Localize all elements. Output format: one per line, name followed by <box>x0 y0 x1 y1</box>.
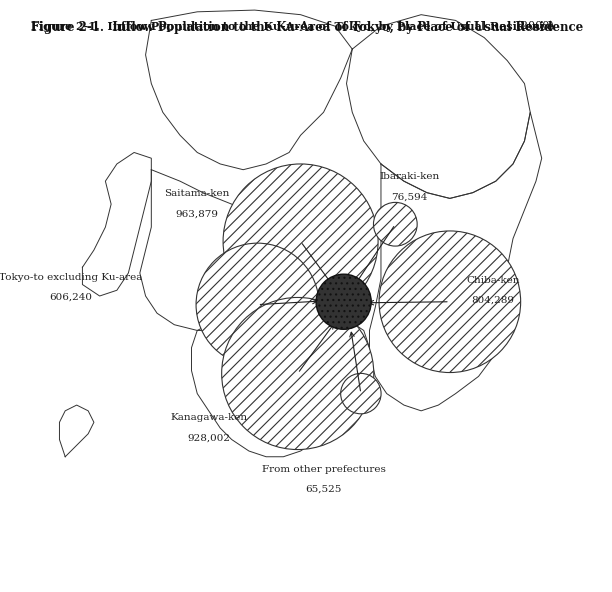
Text: Saitama-ken: Saitama-ken <box>165 189 230 198</box>
Text: Chiba-ken: Chiba-ken <box>466 275 520 285</box>
Circle shape <box>222 297 374 449</box>
Text: 65,525: 65,525 <box>305 485 341 494</box>
Text: Figure 2-1.  Inflow Population to the Ku-Area of Tokyo, by Place of Usual Reside: Figure 2-1. Inflow Population to the Ku-… <box>31 21 554 32</box>
Text: 928,002: 928,002 <box>187 433 230 442</box>
Text: Tokyo-to excluding Ku-area: Tokyo-to excluding Ku-area <box>0 273 143 282</box>
Text: (2000): (2000) <box>513 21 554 31</box>
Circle shape <box>341 374 381 414</box>
Text: 804,289: 804,289 <box>471 295 515 305</box>
Text: 606,240: 606,240 <box>50 292 92 302</box>
Text: Ibaraki-ken: Ibaraki-ken <box>379 172 440 181</box>
Text: Kanagawa-ken: Kanagawa-ken <box>170 413 247 422</box>
Circle shape <box>223 164 378 319</box>
Text: 76,594: 76,594 <box>392 192 428 201</box>
Circle shape <box>196 243 319 366</box>
Circle shape <box>373 202 417 246</box>
Text: 963,879: 963,879 <box>176 210 218 218</box>
Circle shape <box>379 231 521 372</box>
Text: Figure 2-1.  Inflow Population to the Ku-Area of Tokyo, by Place of Usual Reside: Figure 2-1. Inflow Population to the Ku-… <box>31 21 583 34</box>
Circle shape <box>316 274 371 329</box>
Text: From other prefectures: From other prefectures <box>261 465 386 474</box>
